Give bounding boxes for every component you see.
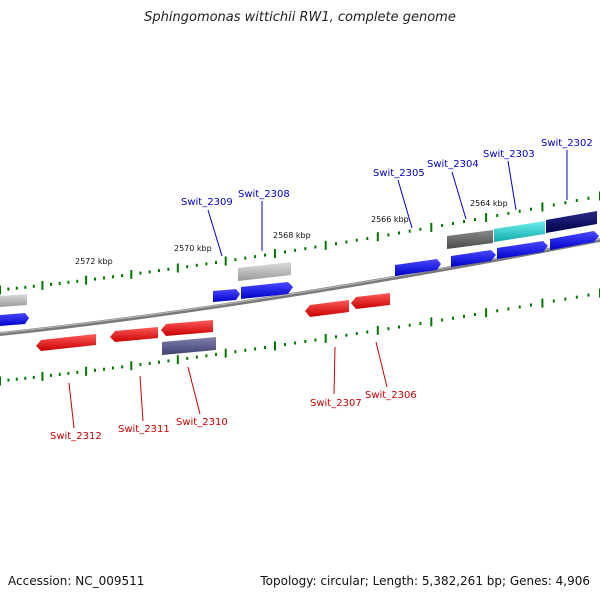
leader-line-swit-2312 xyxy=(68,382,75,429)
gene-label-swit-2307[interactable]: Swit_2307 xyxy=(310,398,362,409)
gene-arrow-swit-2309[interactable] xyxy=(213,289,240,302)
gene-label-swit-2312[interactable]: Swit_2312 xyxy=(50,431,102,442)
gene-label-swit-2304[interactable]: Swit_2304 xyxy=(427,159,479,170)
leader-line-swit-2309 xyxy=(207,209,223,257)
gene-feature-navy[interactable] xyxy=(546,211,597,233)
gene-feature-gray-left[interactable] xyxy=(0,294,27,307)
map-title: Sphingomonas wittichii RW1, complete gen… xyxy=(144,10,456,25)
leader-line-swit-2310 xyxy=(187,366,201,415)
gene-label-swit-2302[interactable]: Swit_2302 xyxy=(541,138,593,149)
gene-feature-gray-2308[interactable] xyxy=(238,262,291,281)
leader-line-swit-2304 xyxy=(451,171,467,220)
leader-line-swit-2307 xyxy=(333,346,336,395)
gene-arrow-swit-2311[interactable] xyxy=(110,327,158,342)
gene-arrow-blue-left[interactable] xyxy=(0,313,29,326)
kbp-label-2570: 2570 kbp xyxy=(174,244,212,253)
gene-label-swit-2305[interactable]: Swit_2305 xyxy=(373,168,425,179)
kbp-label-2572: 2572 kbp xyxy=(75,257,113,266)
leader-line-swit-2306 xyxy=(375,341,388,388)
leader-line-swit-2303 xyxy=(507,160,517,211)
gene-arrow-swit-2307[interactable] xyxy=(305,300,349,317)
gene-label-swit-2310[interactable]: Swit_2310 xyxy=(176,417,228,428)
gene-arrow-swit-2310[interactable] xyxy=(161,320,213,336)
gene-feature-dark-gray[interactable] xyxy=(447,230,493,249)
gene-arrow-swit-2302[interactable] xyxy=(550,231,599,250)
gene-label-swit-2311[interactable]: Swit_2311 xyxy=(118,424,170,435)
gene-feature-cyan[interactable] xyxy=(494,221,545,242)
leader-line-swit-2305 xyxy=(397,179,413,229)
gene-arrow-swit-2306[interactable] xyxy=(351,293,390,309)
genome-summary-text: Topology: circular; Length: 5,382,261 bp… xyxy=(260,574,590,588)
gene-label-swit-2308[interactable]: Swit_2308 xyxy=(238,189,290,200)
gene-arrow-swit-2304[interactable] xyxy=(451,250,496,267)
gene-label-swit-2303[interactable]: Swit_2303 xyxy=(483,149,535,160)
scale-ticks-upper xyxy=(0,191,600,295)
gene-feature-purple-2310[interactable] xyxy=(162,337,216,355)
scale-ticks-lower xyxy=(0,288,600,386)
leader-line-swit-2311 xyxy=(139,375,144,422)
gene-label-swit-2306[interactable]: Swit_2306 xyxy=(365,390,417,401)
accession-text: Accession: NC_009511 xyxy=(8,574,145,588)
kbp-label-2568: 2568 kbp xyxy=(273,231,311,240)
gene-arrow-swit-2308[interactable] xyxy=(241,282,293,299)
kbp-label-2566: 2566 kbp xyxy=(371,215,409,224)
gene-arrow-swit-2305[interactable] xyxy=(395,259,441,276)
gene-label-swit-2309[interactable]: Swit_2309 xyxy=(181,197,233,208)
kbp-label-2564: 2564 kbp xyxy=(470,199,508,208)
genome-backbone xyxy=(0,238,600,336)
gene-arrow-swit-2303[interactable] xyxy=(497,241,548,259)
gene-arrow-swit-2312[interactable] xyxy=(36,334,96,351)
